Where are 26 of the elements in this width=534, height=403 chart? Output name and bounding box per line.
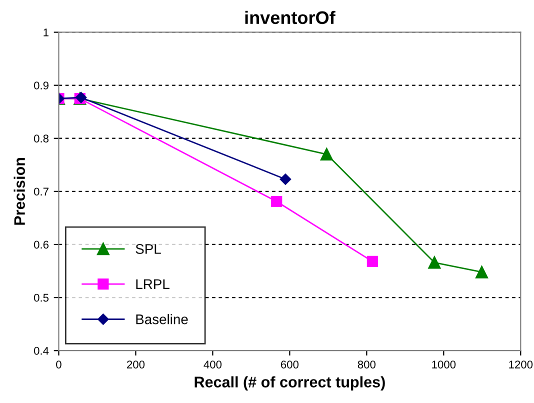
x-tick-label: 0	[56, 360, 62, 368]
x-tick-label: 1000	[432, 360, 456, 368]
legend-label: SPL	[136, 244, 161, 254]
point	[320, 148, 333, 161]
y-axis-title: Precision	[14, 158, 25, 225]
x-tick-label: 400	[204, 360, 222, 368]
point	[476, 266, 488, 278]
x-tick-label: 600	[280, 360, 299, 368]
y-tick-label: 0.9	[34, 82, 48, 90]
x-tick-label: 800	[358, 360, 376, 368]
x-tick-label: 1200	[509, 360, 533, 368]
y-tick-label: 0.7	[34, 188, 48, 196]
point	[280, 174, 292, 185]
y-tick-label: 0.6	[34, 240, 49, 249]
point	[428, 256, 441, 269]
point	[366, 256, 378, 268]
legend-label: Baseline	[136, 314, 188, 324]
chart-title: inventorOf	[245, 10, 336, 24]
x-tick-label: 200	[127, 360, 145, 368]
y-tick-label: 1	[44, 28, 48, 36]
x-axis-title: Recall (# of correct tuples)	[194, 376, 385, 390]
point	[271, 196, 282, 208]
y-tick-label: 0.5	[34, 294, 49, 302]
legend-label: LRPL	[136, 279, 170, 289]
y-tick-label: 0.4	[34, 346, 49, 355]
y-tick-label: 0.8	[34, 134, 49, 142]
